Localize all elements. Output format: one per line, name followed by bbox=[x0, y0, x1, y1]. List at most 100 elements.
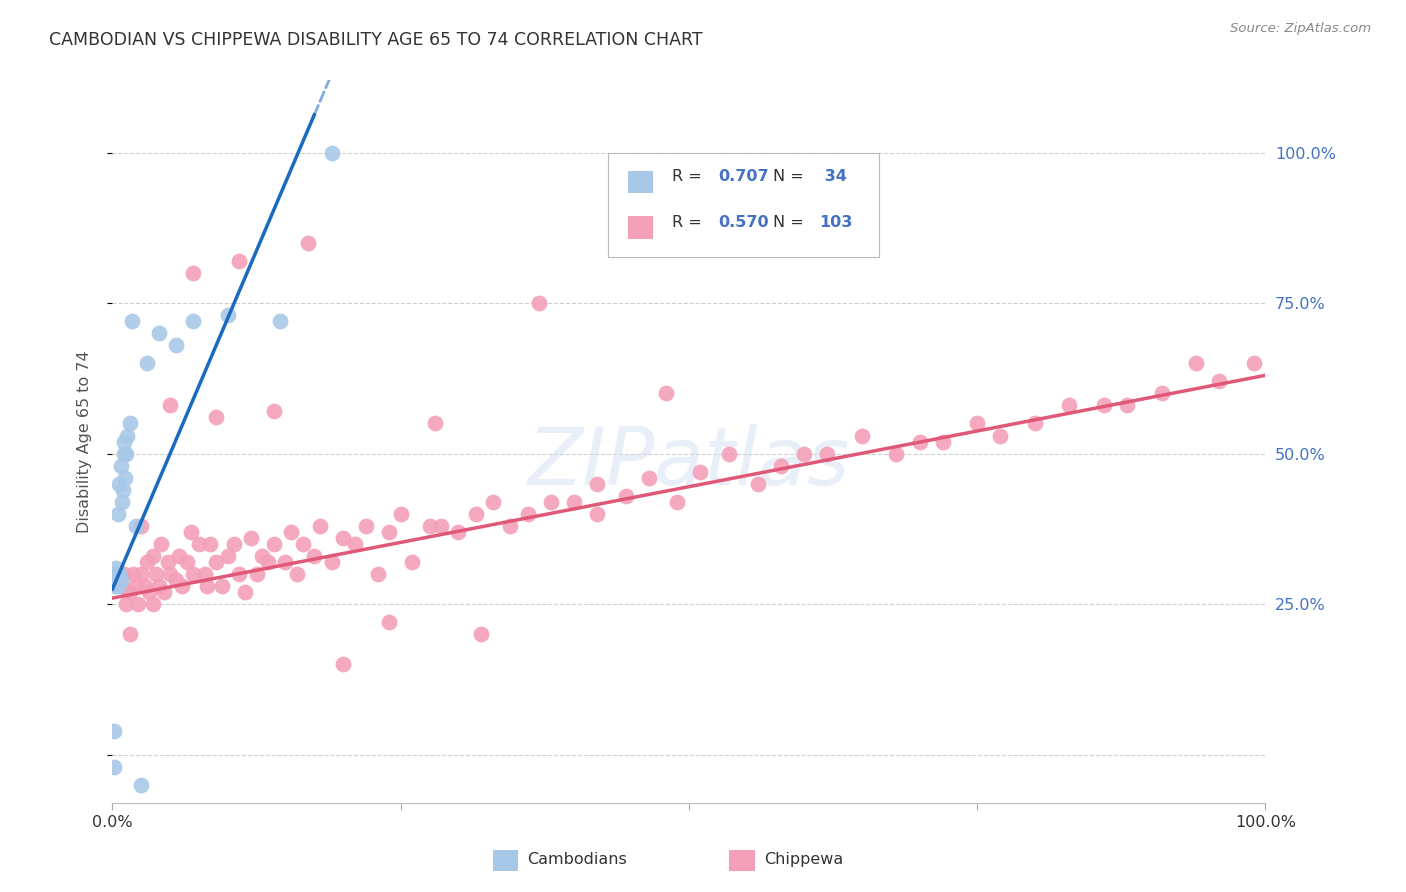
Text: N =: N = bbox=[773, 169, 808, 184]
Point bbox=[176, 555, 198, 569]
Point bbox=[378, 524, 401, 539]
Point bbox=[540, 494, 562, 508]
Point bbox=[291, 537, 314, 551]
Point bbox=[110, 573, 132, 587]
Point bbox=[770, 458, 793, 473]
Point bbox=[482, 494, 505, 508]
Point bbox=[118, 417, 141, 431]
Point bbox=[222, 537, 245, 551]
Point bbox=[180, 524, 202, 539]
Point bbox=[110, 458, 132, 473]
Point bbox=[124, 519, 146, 533]
Point bbox=[332, 657, 354, 672]
Point bbox=[129, 567, 153, 582]
Point bbox=[105, 567, 128, 582]
Point bbox=[1208, 375, 1230, 389]
Point bbox=[118, 585, 141, 599]
Point bbox=[129, 778, 153, 792]
Point bbox=[280, 524, 302, 539]
Point bbox=[1059, 398, 1081, 412]
Point bbox=[1092, 398, 1115, 412]
Point bbox=[246, 567, 269, 582]
Point bbox=[195, 579, 218, 593]
Point bbox=[585, 476, 607, 491]
Point bbox=[121, 314, 143, 328]
Point bbox=[425, 417, 447, 431]
Point bbox=[112, 434, 135, 449]
FancyBboxPatch shape bbox=[628, 170, 654, 193]
Point bbox=[200, 537, 222, 551]
Point bbox=[321, 145, 343, 160]
Point bbox=[181, 567, 204, 582]
Text: 0.707: 0.707 bbox=[718, 169, 769, 184]
Point bbox=[718, 446, 741, 460]
Point bbox=[252, 549, 274, 563]
Point bbox=[103, 723, 125, 738]
Point bbox=[464, 507, 486, 521]
Point bbox=[389, 507, 412, 521]
Point bbox=[105, 573, 128, 587]
Point bbox=[1185, 356, 1208, 370]
Point bbox=[148, 579, 170, 593]
Point bbox=[217, 308, 239, 322]
Point bbox=[145, 567, 167, 582]
Point bbox=[108, 567, 131, 582]
Point bbox=[205, 410, 228, 425]
Point bbox=[666, 494, 689, 508]
Point bbox=[181, 314, 204, 328]
Point bbox=[194, 567, 217, 582]
Point bbox=[211, 579, 233, 593]
Point bbox=[516, 507, 538, 521]
Point bbox=[138, 585, 160, 599]
Point bbox=[165, 338, 187, 352]
Point bbox=[988, 428, 1011, 442]
Point bbox=[142, 549, 165, 563]
Text: Source: ZipAtlas.com: Source: ZipAtlas.com bbox=[1230, 22, 1371, 36]
Point bbox=[378, 615, 401, 630]
Point bbox=[908, 434, 931, 449]
Point bbox=[886, 446, 908, 460]
Point bbox=[111, 494, 134, 508]
Point bbox=[263, 537, 285, 551]
Point bbox=[1243, 356, 1265, 370]
Text: Chippewa: Chippewa bbox=[763, 852, 844, 867]
Point bbox=[614, 489, 637, 503]
Point bbox=[134, 579, 156, 593]
Point bbox=[297, 235, 319, 250]
Point bbox=[103, 760, 125, 774]
Point bbox=[309, 519, 332, 533]
Point bbox=[104, 567, 127, 582]
Point bbox=[269, 314, 291, 328]
Point bbox=[527, 296, 550, 310]
Point bbox=[115, 597, 138, 611]
Text: CAMBODIAN VS CHIPPEWA DISABILITY AGE 65 TO 74 CORRELATION CHART: CAMBODIAN VS CHIPPEWA DISABILITY AGE 65 … bbox=[49, 31, 703, 49]
Point bbox=[169, 549, 191, 563]
Point bbox=[815, 446, 838, 460]
Point bbox=[689, 465, 711, 479]
Point bbox=[793, 446, 815, 460]
Point bbox=[401, 555, 423, 569]
Point bbox=[1024, 417, 1046, 431]
Point bbox=[332, 531, 354, 545]
Point bbox=[108, 476, 131, 491]
Point bbox=[304, 549, 326, 563]
Point bbox=[149, 537, 172, 551]
Point bbox=[205, 555, 228, 569]
Point bbox=[747, 476, 769, 491]
FancyBboxPatch shape bbox=[730, 850, 755, 871]
Point bbox=[931, 434, 953, 449]
Point bbox=[104, 573, 127, 587]
Text: N =: N = bbox=[773, 215, 808, 229]
Point bbox=[285, 567, 308, 582]
Point bbox=[111, 483, 134, 497]
Point bbox=[107, 507, 129, 521]
Point bbox=[104, 567, 127, 582]
Point bbox=[112, 567, 135, 582]
FancyBboxPatch shape bbox=[494, 850, 519, 871]
Point bbox=[354, 519, 377, 533]
Point bbox=[655, 386, 678, 401]
Text: R =: R = bbox=[672, 169, 707, 184]
Point bbox=[562, 494, 585, 508]
Text: Cambodians: Cambodians bbox=[527, 852, 627, 867]
Point bbox=[124, 579, 146, 593]
